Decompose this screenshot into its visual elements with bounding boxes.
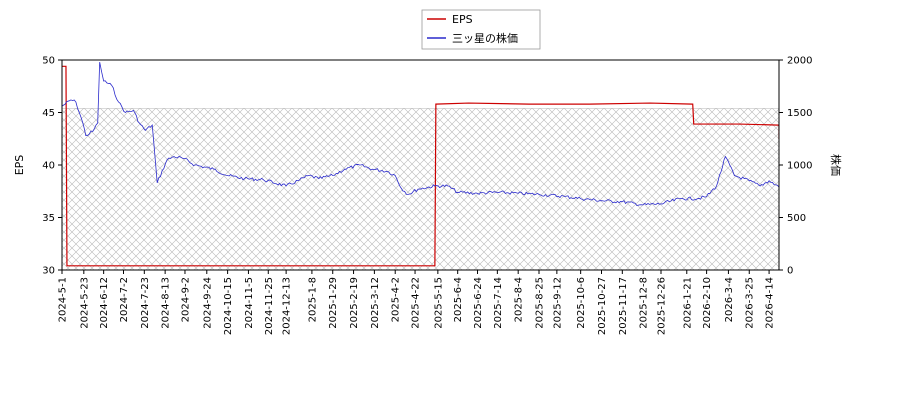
x-tick-label: 2025-5-15 [433, 277, 444, 329]
x-tick-label: 2025-10-6 [576, 277, 587, 329]
left-tick-label: 50 [42, 56, 55, 67]
legend-box [421, 9, 541, 50]
x-tick-label: 2024-7-2 [119, 277, 130, 322]
x-tick-label: 2025-12-26 [656, 277, 667, 335]
legend-label-price: 三ッ星の株価 [452, 31, 518, 45]
x-tick-label: 2025-4-22 [411, 277, 422, 329]
x-tick-label: 2024-6-12 [99, 277, 110, 329]
left-axis: 30 35 40 45 50 [42, 56, 62, 277]
left-tick-label: 30 [42, 266, 55, 277]
right-axis: 0 500 1000 1500 2000 [779, 56, 812, 277]
x-tick-label: 2024-10-15 [223, 277, 234, 335]
x-tick-label: 2024-9-24 [202, 277, 213, 329]
right-tick-label: 500 [787, 213, 806, 224]
x-tick-label: 2025-1-29 [328, 277, 339, 329]
legend: EPS 三ッ星の株価 [421, 9, 541, 50]
series-line-price [62, 62, 779, 206]
x-tick-label: 2024-11-5 [244, 277, 255, 329]
right-tick-label: 0 [787, 266, 793, 277]
x-tick-label: 2025-9-12 [552, 277, 563, 329]
right-tick-label: 1000 [787, 161, 812, 172]
right-tick-label: 1500 [787, 108, 812, 119]
series-line-eps [62, 65, 779, 267]
x-tick-label: 2026-3-4 [724, 277, 735, 322]
x-tick-label: 2024-11-25 [264, 277, 275, 335]
x-tick-label: 2025-12-8 [639, 277, 650, 329]
x-tick-label: 2025-3-12 [370, 277, 381, 329]
right-axis-title: 株価 [829, 154, 843, 176]
x-tick-label: 2025-6-24 [473, 277, 484, 329]
right-tick-label: 2000 [787, 56, 812, 67]
x-tick-label: 2026-1-21 [682, 277, 693, 329]
legend-label-eps: EPS [452, 13, 473, 26]
x-tick-label: 2025-8-4 [514, 277, 525, 322]
x-tick-label: 2025-8-25 [535, 277, 546, 329]
x-tick-label: 2024-9-2 [180, 277, 191, 322]
x-tick-label: 2025-1-8 [307, 277, 318, 322]
left-tick-label: 45 [42, 108, 55, 119]
x-tick-label: 2025-6-4 [453, 277, 464, 322]
left-tick-label: 40 [42, 161, 55, 172]
x-tick-label: 2024-5-1 [58, 277, 69, 322]
x-tick-label: 2025-4-2 [391, 277, 402, 322]
x-tick-label: 2024-12-13 [282, 277, 293, 335]
x-tick-label: 2026-3-25 [745, 277, 756, 329]
x-axis: 2024-5-1 2024-5-23 2024-6-12 2024-7-2 2024-7… [58, 270, 776, 335]
left-axis-title: EPS [13, 155, 26, 176]
left-tick-label: 35 [42, 213, 55, 224]
x-tick-label: 2025-7-14 [493, 277, 504, 329]
x-tick-label: 2024-7-23 [140, 277, 151, 329]
x-tick-label: 2025-11-17 [618, 277, 629, 335]
x-tick-label: 2024-5-23 [79, 277, 90, 329]
x-tick-label: 2025-2-19 [349, 277, 360, 329]
x-tick-label: 2026-2-10 [702, 277, 713, 329]
x-tick-label: 2025-10-27 [597, 277, 608, 335]
x-tick-label: 2024-8-13 [161, 277, 172, 329]
x-tick-label: 2026-4-14 [765, 277, 776, 329]
